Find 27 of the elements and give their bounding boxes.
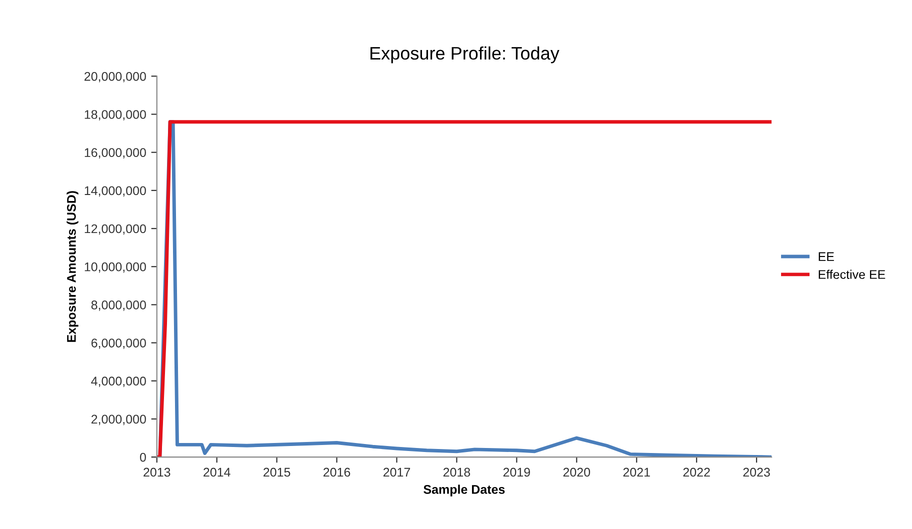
x-tick-label: 2014 xyxy=(204,468,230,477)
y-tick-label: 2,000,000 xyxy=(91,414,146,426)
x-tick-label: 2015 xyxy=(264,468,290,477)
x-tick-label: 2019 xyxy=(503,468,530,477)
x-axis-title: Sample Dates xyxy=(424,484,505,496)
y-tick-label: 6,000,000 xyxy=(91,338,146,349)
x-tick-label: 2023 xyxy=(743,468,770,477)
x-tick-label: 2021 xyxy=(623,468,650,477)
y-tick-label: 12,000,000 xyxy=(84,224,146,235)
y-axis-title: Exposure Amounts (USD) xyxy=(66,191,78,342)
legend-label: Effective EE xyxy=(818,270,886,279)
y-tick-label: 18,000,000 xyxy=(84,110,146,120)
y-tick-label: 0 xyxy=(140,452,146,462)
y-tick-label: 10,000,000 xyxy=(84,262,146,273)
x-tick-label: 2016 xyxy=(324,468,350,477)
y-tick-label: 4,000,000 xyxy=(91,376,146,388)
legend-label: EE xyxy=(818,252,834,261)
x-tick-label: 2020 xyxy=(563,468,590,477)
y-tick-label: 16,000,000 xyxy=(84,148,146,158)
x-tick-label: 2013 xyxy=(144,468,170,477)
y-tick-label: 14,000,000 xyxy=(84,186,146,197)
x-tick-label: 2022 xyxy=(683,468,710,477)
chart-title: Exposure Profile: Today xyxy=(370,46,560,64)
x-tick-label: 2018 xyxy=(443,468,470,477)
y-tick-label: 20,000,000 xyxy=(84,72,146,82)
x-tick-label: 2017 xyxy=(383,468,410,477)
y-tick-label: 8,000,000 xyxy=(91,300,146,311)
